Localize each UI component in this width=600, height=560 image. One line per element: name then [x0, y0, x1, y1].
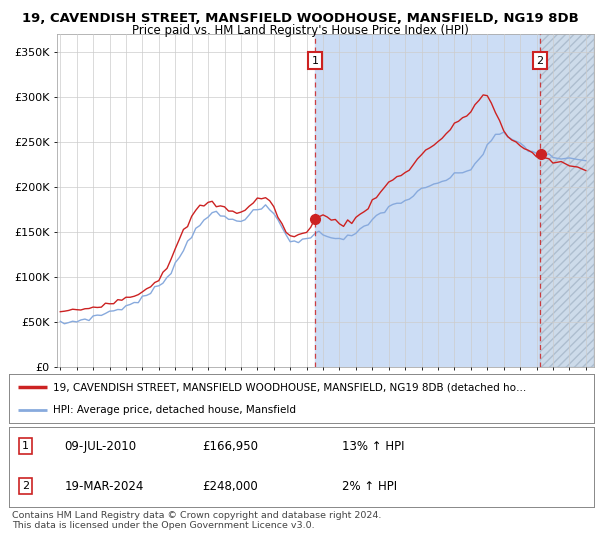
Text: 13% ↑ HPI: 13% ↑ HPI [343, 440, 405, 453]
Bar [540, 34, 594, 367]
Text: 1: 1 [22, 441, 29, 451]
Text: Price paid vs. HM Land Registry's House Price Index (HPI): Price paid vs. HM Land Registry's House … [131, 24, 469, 37]
Text: Contains HM Land Registry data © Crown copyright and database right 2024.
This d: Contains HM Land Registry data © Crown c… [12, 511, 382, 530]
Text: £248,000: £248,000 [202, 479, 258, 493]
Bar [315, 34, 540, 367]
Text: 19-MAR-2024: 19-MAR-2024 [65, 479, 144, 493]
Text: HPI: Average price, detached house, Mansfield: HPI: Average price, detached house, Mans… [53, 405, 296, 415]
Text: £166,950: £166,950 [202, 440, 258, 453]
Text: 19, CAVENDISH STREET, MANSFIELD WOODHOUSE, MANSFIELD, NG19 8DB: 19, CAVENDISH STREET, MANSFIELD WOODHOUS… [22, 12, 578, 25]
Text: 09-JUL-2010: 09-JUL-2010 [65, 440, 137, 453]
Text: 2: 2 [536, 55, 544, 66]
Text: 2: 2 [22, 481, 29, 491]
Text: 19, CAVENDISH STREET, MANSFIELD WOODHOUSE, MANSFIELD, NG19 8DB (detached ho…: 19, CAVENDISH STREET, MANSFIELD WOODHOUS… [53, 382, 526, 393]
Text: 2% ↑ HPI: 2% ↑ HPI [343, 479, 398, 493]
Text: 1: 1 [311, 55, 319, 66]
